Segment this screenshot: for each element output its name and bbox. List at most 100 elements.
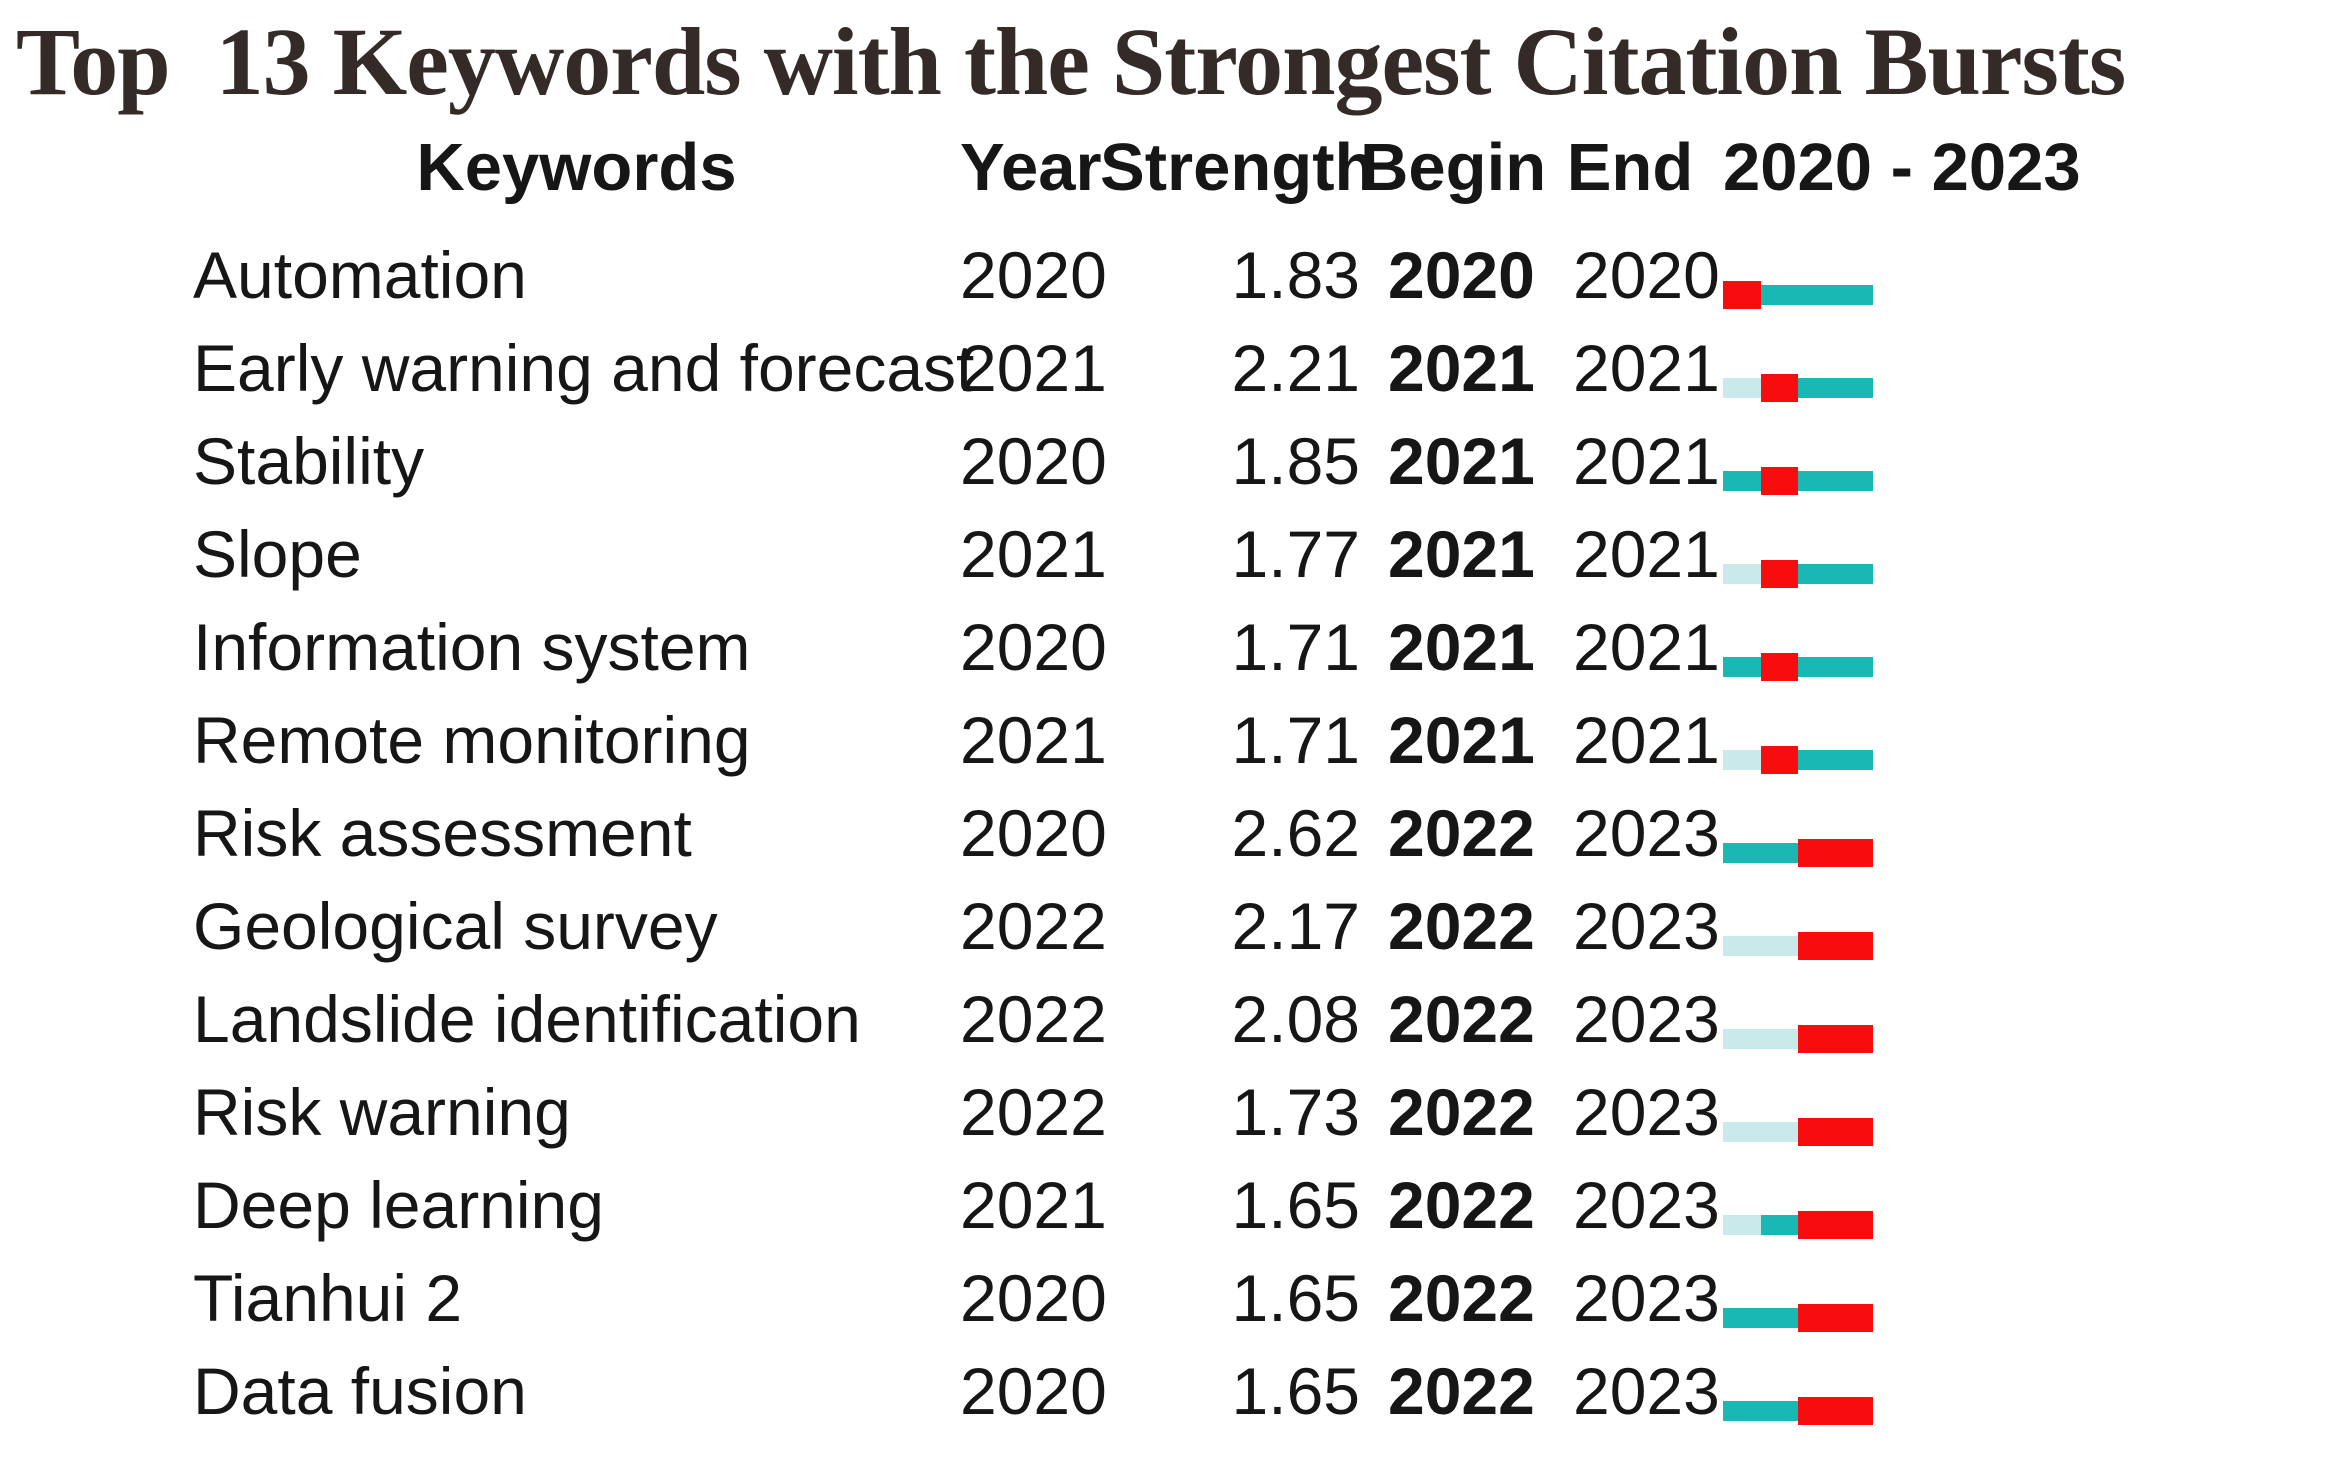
keyword-cell: Data fusion [193,1353,527,1428]
bar-segment-2021-active [1760,284,1798,305]
year-cell: 2021 [960,330,1107,405]
begin-cell: 2021 [1388,609,1535,684]
bar-segment-2020-inactive [1723,1214,1761,1235]
burst-timeline-bar [1723,745,1873,774]
begin-cell: 2022 [1388,795,1535,870]
table-row: Geological survey 2022 2.17 2022 2023 [0,879,2335,972]
table-row: Stability 2020 1.85 2021 2021 [0,414,2335,507]
end-cell: 2021 [1573,609,1720,684]
bar-segment-2023-burst [1835,1117,1873,1146]
year-cell: 2020 [960,237,1107,312]
bar-segment-2023-burst [1835,1210,1873,1239]
keyword-cell: Risk assessment [193,795,692,870]
end-cell: 2023 [1573,981,1720,1056]
strength-cell: 2.62 [1231,795,1360,870]
bar-segment-2022-active [1798,377,1836,398]
end-cell: 2023 [1573,1260,1720,1335]
bar-segment-2020-active [1723,656,1761,677]
burst-timeline-bar [1723,280,1873,309]
begin-cell: 2022 [1388,1167,1535,1242]
strength-cell: 1.77 [1231,516,1360,591]
end-cell: 2023 [1573,795,1720,870]
table-row: Landslide identification 2022 2.08 2022 … [0,972,2335,1065]
burst-timeline-bar [1723,1117,1873,1146]
strength-cell: 2.21 [1231,330,1360,405]
burst-timeline-bar [1723,931,1873,960]
bar-segment-2023-burst [1835,1024,1873,1053]
keyword-cell: Information system [193,609,751,684]
keyword-cell: Geological survey [193,888,718,963]
keyword-cell: Risk warning [193,1074,571,1149]
strength-cell: 1.73 [1231,1074,1360,1149]
begin-cell: 2022 [1388,888,1535,963]
table-row: Slope 2021 1.77 2021 2021 [0,507,2335,600]
bar-segment-2021-inactive [1760,935,1798,956]
strength-cell: 2.17 [1231,888,1360,963]
timeline-cell [1715,540,2335,588]
bar-segment-2021-burst [1760,466,1798,495]
bar-segment-2021-inactive [1760,1121,1798,1142]
timeline-cell [1715,1098,2335,1146]
end-cell: 2023 [1573,888,1720,963]
bar-segment-2021-burst [1760,652,1798,681]
end-cell: 2021 [1573,702,1720,777]
bar-segment-2023-active [1835,377,1873,398]
year-cell: 2020 [960,1260,1107,1335]
begin-cell: 2022 [1388,1260,1535,1335]
bar-segment-2020-burst [1723,280,1761,309]
end-cell: 2020 [1573,237,1720,312]
bar-segment-2023-burst [1835,931,1873,960]
strength-cell: 1.85 [1231,423,1360,498]
bar-segment-2020-active [1723,1307,1761,1328]
table-row: Remote monitoring 2021 1.71 2021 2021 [0,693,2335,786]
col-header-strength: Strength [1100,130,1376,205]
burst-timeline-bar [1723,1024,1873,1053]
begin-cell: 2021 [1388,702,1535,777]
bar-segment-2022-active [1798,470,1836,491]
end-cell: 2021 [1573,330,1720,405]
bar-segment-2022-burst [1798,1210,1836,1239]
strength-cell: 1.65 [1231,1167,1360,1242]
year-cell: 2022 [960,981,1107,1056]
bar-segment-2021-burst [1760,745,1798,774]
bar-segment-2020-inactive [1723,1121,1761,1142]
table-header: Keywords Year Strength Begin End 2020 - … [0,121,2335,214]
strength-cell: 2.08 [1231,981,1360,1056]
begin-cell: 2022 [1388,1074,1535,1149]
timeline-cell [1715,354,2335,402]
timeline-cell [1715,1284,2335,1332]
keyword-cell: Automation [193,237,527,312]
table-row: Data fusion 2020 1.65 2022 2023 [0,1344,2335,1437]
bar-segment-2022-burst [1798,1117,1836,1146]
begin-cell: 2021 [1388,516,1535,591]
table-row: Risk assessment 2020 2.62 2022 2023 [0,786,2335,879]
keyword-cell: Tianhui 2 [193,1260,463,1335]
bar-segment-2022-active [1798,749,1836,770]
year-cell: 2020 [960,423,1107,498]
bar-segment-2021-active [1760,1307,1798,1328]
timeline-cell [1715,261,2335,309]
chart-title: Top 13 Keywords with the Strongest Citat… [16,8,2126,115]
year-cell: 2020 [960,609,1107,684]
bar-segment-2023-burst [1835,1303,1873,1332]
bar-segment-2020-inactive [1723,935,1761,956]
burst-timeline-bar [1723,1396,1873,1425]
table-row: Tianhui 2 2020 1.65 2022 2023 [0,1251,2335,1344]
bar-segment-2022-active [1798,563,1836,584]
table-row: Early warning and forecast 2021 2.21 202… [0,321,2335,414]
bar-segment-2022-burst [1798,1303,1836,1332]
keyword-cell: Stability [193,423,425,498]
bar-segment-2021-active [1760,1214,1798,1235]
bar-segment-2023-active [1835,656,1873,677]
bar-segment-2022-burst [1798,838,1836,867]
strength-cell: 1.65 [1231,1353,1360,1428]
timeline-cell [1715,633,2335,681]
burst-timeline-bar [1723,466,1873,495]
bar-segment-2022-active [1798,284,1836,305]
strength-cell: 1.83 [1231,237,1360,312]
col-header-begin: Begin [1360,130,1547,205]
bar-segment-2023-active [1835,284,1873,305]
timeline-cell [1715,1191,2335,1239]
bar-segment-2020-inactive [1723,749,1761,770]
